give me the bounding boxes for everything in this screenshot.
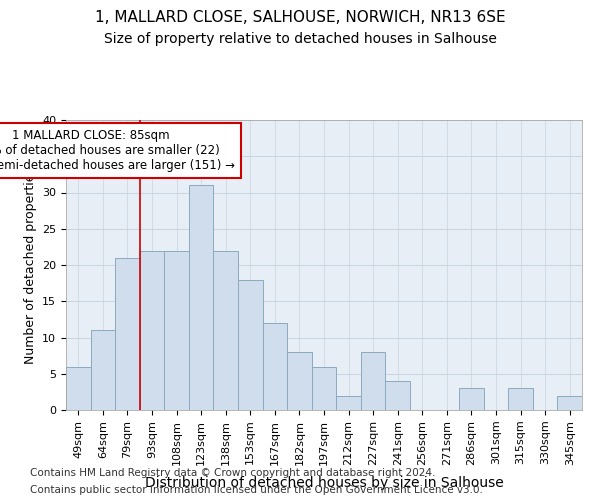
Text: 1 MALLARD CLOSE: 85sqm
← 13% of detached houses are smaller (22)
86% of semi-det: 1 MALLARD CLOSE: 85sqm ← 13% of detached… [0, 128, 235, 172]
Bar [557, 396, 582, 410]
Bar [385, 381, 410, 410]
Bar [189, 185, 214, 410]
Bar [312, 366, 336, 410]
X-axis label: Distribution of detached houses by size in Salhouse: Distribution of detached houses by size … [145, 476, 503, 490]
Text: Contains public sector information licensed under the Open Government Licence v3: Contains public sector information licen… [30, 485, 483, 495]
Text: Contains HM Land Registry data © Crown copyright and database right 2024.: Contains HM Land Registry data © Crown c… [30, 468, 436, 477]
Bar [214, 250, 238, 410]
Text: 1, MALLARD CLOSE, SALHOUSE, NORWICH, NR13 6SE: 1, MALLARD CLOSE, SALHOUSE, NORWICH, NR1… [95, 10, 505, 25]
Bar [263, 323, 287, 410]
Text: Size of property relative to detached houses in Salhouse: Size of property relative to detached ho… [104, 32, 496, 46]
Bar [91, 330, 115, 410]
Bar [336, 396, 361, 410]
Bar [140, 250, 164, 410]
Bar [115, 258, 140, 410]
Y-axis label: Number of detached properties: Number of detached properties [23, 166, 37, 364]
Bar [287, 352, 312, 410]
Bar [508, 388, 533, 410]
Bar [238, 280, 263, 410]
Bar [164, 250, 189, 410]
Bar [459, 388, 484, 410]
Bar [66, 366, 91, 410]
Bar [361, 352, 385, 410]
